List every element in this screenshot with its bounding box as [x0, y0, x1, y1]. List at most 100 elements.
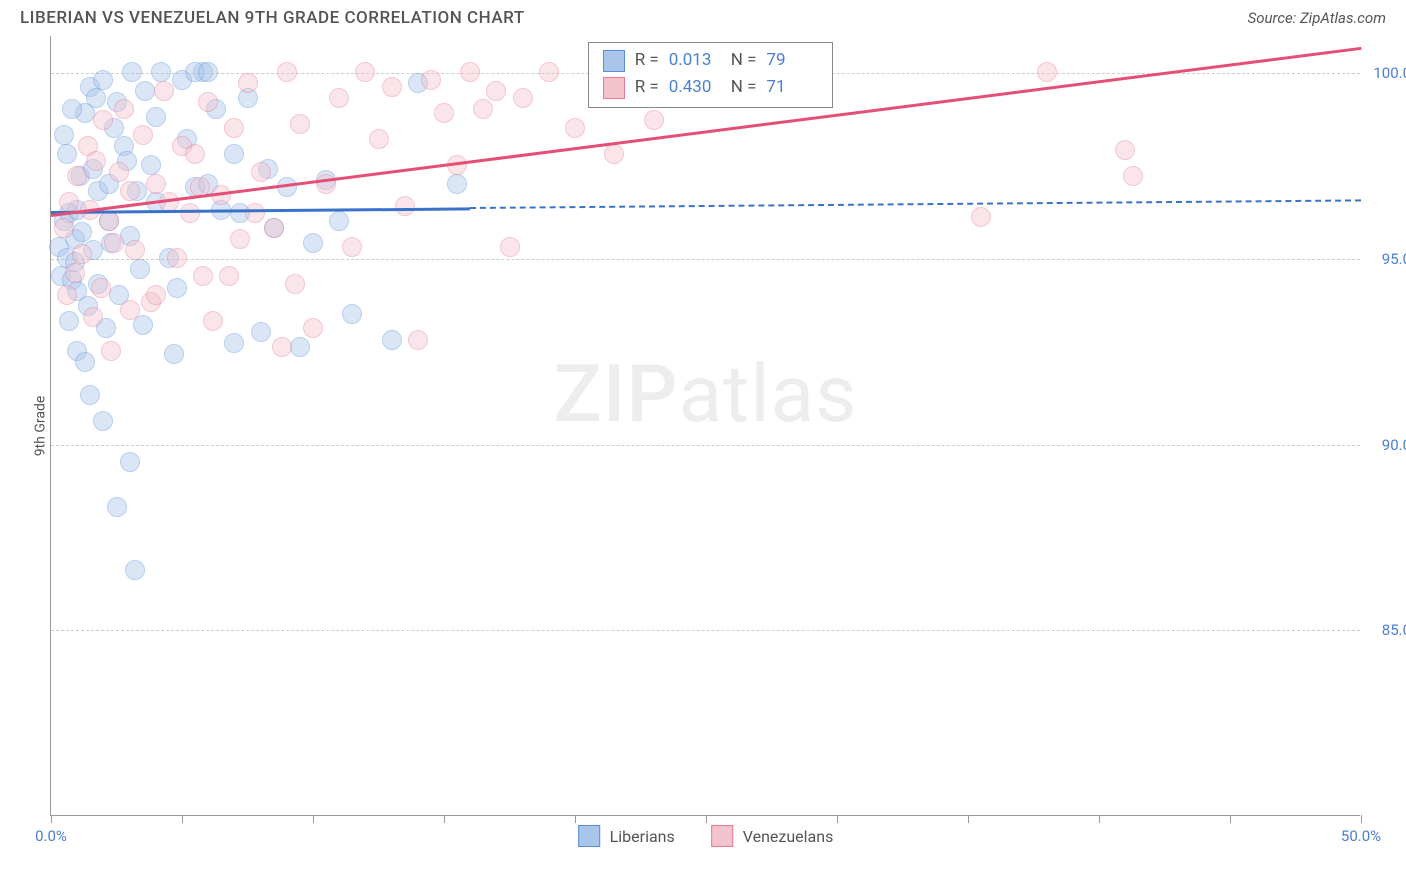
scatter-point: [224, 333, 244, 353]
scatter-point: [185, 144, 205, 164]
scatter-point: [80, 385, 100, 405]
scatter-point: [154, 81, 174, 101]
scatter-point: [1123, 166, 1143, 186]
x-tick: [51, 815, 52, 823]
legend-n-value: 79: [766, 47, 818, 74]
x-tick: [968, 815, 969, 823]
scatter-point: [251, 322, 271, 342]
scatter-point: [473, 99, 493, 119]
legend-swatch: [578, 825, 600, 847]
scatter-point: [198, 92, 218, 112]
source-attribution: Source: ZipAtlas.com: [1248, 9, 1386, 27]
scatter-point: [245, 203, 265, 223]
scatter-point: [146, 174, 166, 194]
scatter-point: [54, 125, 74, 145]
series-legend-item: Liberians: [578, 825, 675, 847]
scatter-point: [146, 285, 166, 305]
correlation-legend: R =0.013N =79R =0.430N =71: [588, 42, 834, 108]
x-tick: [837, 815, 838, 823]
scatter-point: [109, 162, 129, 182]
scatter-point: [54, 218, 74, 238]
gridline: [51, 445, 1360, 446]
legend-r-value: 0.430: [669, 74, 721, 101]
legend-n-label: N =: [731, 47, 757, 74]
legend-swatch: [603, 50, 625, 72]
scatter-point: [86, 151, 106, 171]
scatter-point: [224, 144, 244, 164]
scatter-point: [164, 344, 184, 364]
scatter-point: [539, 62, 559, 82]
legend-r-label: R =: [635, 74, 659, 101]
scatter-point: [193, 266, 213, 286]
scatter-point: [395, 196, 415, 216]
scatter-point: [644, 110, 664, 130]
scatter-point: [290, 114, 310, 134]
scatter-point: [101, 341, 121, 361]
scatter-point: [290, 337, 310, 357]
scatter-point: [264, 218, 284, 238]
legend-r-label: R =: [635, 47, 659, 74]
scatter-point: [125, 240, 145, 260]
scatter-point: [180, 203, 200, 223]
scatter-point: [329, 88, 349, 108]
scatter-point: [1037, 62, 1057, 82]
gridline: [51, 259, 1360, 260]
scatter-point: [59, 192, 79, 212]
y-axis-label: 9th Grade: [32, 396, 48, 457]
scatter-point: [604, 144, 624, 164]
scatter-point: [75, 352, 95, 372]
scatter-point: [486, 81, 506, 101]
x-tick: [1361, 815, 1362, 823]
scatter-point: [342, 304, 362, 324]
scatter-point: [272, 337, 292, 357]
chart-title: LIBERIAN VS VENEZUELAN 9TH GRADE CORRELA…: [20, 8, 525, 28]
legend-n-label: N =: [731, 74, 757, 101]
y-tick-label: 100.0%: [1373, 64, 1406, 82]
scatter-point: [369, 129, 389, 149]
scatter-point: [114, 99, 134, 119]
scatter-point: [277, 62, 297, 82]
scatter-point: [125, 560, 145, 580]
scatter-point: [382, 77, 402, 97]
scatter-point: [224, 118, 244, 138]
y-tick-label: 85.0%: [1382, 621, 1406, 639]
scatter-point: [93, 70, 113, 90]
scatter-point: [120, 300, 140, 320]
x-tick: [182, 815, 183, 823]
scatter-point: [513, 88, 533, 108]
scatter-point: [86, 88, 106, 108]
scatter-point: [251, 162, 271, 182]
scatter-point: [329, 211, 349, 231]
scatter-point: [91, 278, 111, 298]
scatter-point: [355, 62, 375, 82]
scatter-point: [500, 237, 520, 257]
trend-line-extrapolated: [470, 199, 1361, 209]
scatter-point: [62, 99, 82, 119]
series-legend: Liberians Venezuelans: [578, 825, 834, 847]
x-tick: [313, 815, 314, 823]
series-legend-item: Venezuelans: [711, 825, 834, 847]
scatter-point: [167, 248, 187, 268]
scatter-point: [316, 174, 336, 194]
x-tick: [444, 815, 445, 823]
scatter-point: [238, 73, 258, 93]
legend-row: R =0.013N =79: [603, 47, 819, 74]
scatter-point: [107, 497, 127, 517]
scatter-point: [122, 62, 142, 82]
scatter-point: [57, 285, 77, 305]
scatter-point: [83, 307, 103, 327]
scatter-point: [99, 211, 119, 231]
legend-swatch: [603, 77, 625, 99]
scatter-point: [57, 144, 77, 164]
x-tick: [1099, 815, 1100, 823]
scatter-point: [130, 259, 150, 279]
scatter-point: [971, 207, 991, 227]
x-tick: [1230, 815, 1231, 823]
y-tick-label: 95.0%: [1382, 250, 1406, 268]
gridline: [51, 630, 1360, 631]
scatter-point: [151, 62, 171, 82]
series-name: Venezuelans: [743, 827, 834, 846]
scatter-point: [93, 411, 113, 431]
scatter-point: [447, 174, 467, 194]
scatter-point: [146, 107, 166, 127]
